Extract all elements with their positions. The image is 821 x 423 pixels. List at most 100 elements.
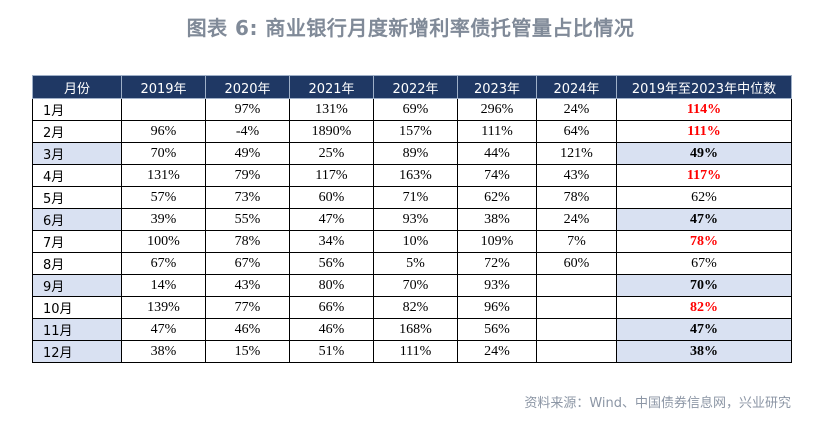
value-cell: 78% [205, 230, 290, 253]
month-cell: 8月 [32, 252, 122, 275]
month-cell: 9月 [32, 274, 122, 297]
header-2024: 2024年 [536, 75, 617, 99]
value-cell: 57% [121, 186, 206, 209]
value-cell: 139% [121, 296, 206, 319]
custody-ratio-table: 月份 2019年 2020年 2021年 2022年 2023年 2024年 2… [32, 75, 792, 363]
table-body: 1月 97% 131% 69% 296% 24% 114% 2月 96% -4% 1890% 157%… [32, 98, 792, 363]
value-cell: 71% [373, 186, 458, 209]
table-row: 2月 96% -4% 1890% 157% 111% 64% 111% [32, 120, 792, 143]
value-cell: 24% [536, 208, 617, 231]
month-cell: 4月 [32, 164, 122, 187]
source-note: 资料来源：Wind、中国债券信息网，兴业研究 [524, 396, 791, 411]
table-row: 3月 70% 49% 25% 89% 44% 121% 49% [32, 142, 792, 165]
table-row: 5月 57% 73% 60% 71% 62% 78% 62% [32, 186, 792, 209]
value-cell: 163% [373, 164, 458, 187]
median-cell: 49% [616, 142, 792, 165]
month-cell: 5月 [32, 186, 122, 209]
value-cell: 72% [457, 252, 537, 275]
value-cell: 60% [536, 252, 617, 275]
header-2022: 2022年 [373, 75, 458, 99]
value-cell: 34% [289, 230, 374, 253]
value-cell [536, 318, 617, 341]
value-cell: 78% [536, 186, 617, 209]
median-cell: 47% [616, 318, 792, 341]
value-cell: 56% [289, 252, 374, 275]
value-cell: 97% [205, 98, 290, 121]
month-cell: 11月 [32, 318, 122, 341]
value-cell: 157% [373, 120, 458, 143]
value-cell: 7% [536, 230, 617, 253]
header-month: 月份 [32, 75, 122, 99]
table-row: 8月 67% 67% 56% 5% 72% 60% 67% [32, 252, 792, 275]
value-cell: 60% [289, 186, 374, 209]
table-row: 10月 139% 77% 66% 82% 96% 82% [32, 296, 792, 319]
value-cell: 73% [205, 186, 290, 209]
month-cell: 12月 [32, 340, 122, 363]
value-cell: 43% [536, 164, 617, 187]
value-cell: 15% [205, 340, 290, 363]
table-row: 12月 38% 15% 51% 111% 24% 38% [32, 340, 792, 363]
value-cell: 38% [457, 208, 537, 231]
value-cell: 93% [373, 208, 458, 231]
median-cell: 62% [616, 186, 792, 209]
value-cell: 74% [457, 164, 537, 187]
value-cell: 131% [121, 164, 206, 187]
value-cell: 168% [373, 318, 458, 341]
median-cell: 117% [616, 164, 792, 187]
value-cell: 39% [121, 208, 206, 231]
header-2020: 2020年 [205, 75, 290, 99]
value-cell [536, 340, 617, 363]
median-cell: 70% [616, 274, 792, 297]
value-cell: 67% [205, 252, 290, 275]
table-header-row: 月份 2019年 2020年 2021年 2022年 2023年 2024年 2… [32, 75, 792, 99]
value-cell: 43% [205, 274, 290, 297]
value-cell: 44% [457, 142, 537, 165]
value-cell: 38% [121, 340, 206, 363]
header-2021: 2021年 [289, 75, 374, 99]
value-cell: 96% [457, 296, 537, 319]
value-cell: 111% [373, 340, 458, 363]
value-cell: 46% [289, 318, 374, 341]
table-row: 9月 14% 43% 80% 70% 93% 70% [32, 274, 792, 297]
table-row: 1月 97% 131% 69% 296% 24% 114% [32, 98, 792, 121]
table-row: 7月 100% 78% 34% 10% 109% 7% 78% [32, 230, 792, 253]
month-cell: 1月 [32, 98, 122, 121]
value-cell [121, 98, 206, 121]
value-cell: 96% [121, 120, 206, 143]
value-cell: 89% [373, 142, 458, 165]
median-cell: 38% [616, 340, 792, 363]
value-cell: 56% [457, 318, 537, 341]
header-2019: 2019年 [121, 75, 206, 99]
chart-title: 图表 6: 商业银行月度新增利率债托管量占比情况 [186, 16, 635, 40]
value-cell: 51% [289, 340, 374, 363]
value-cell: 296% [457, 98, 537, 121]
month-cell: 6月 [32, 208, 122, 231]
value-cell: 66% [289, 296, 374, 319]
value-cell: 70% [121, 142, 206, 165]
value-cell: 49% [205, 142, 290, 165]
month-cell: 7月 [32, 230, 122, 253]
value-cell: 109% [457, 230, 537, 253]
value-cell: 14% [121, 274, 206, 297]
value-cell: 55% [205, 208, 290, 231]
value-cell: 5% [373, 252, 458, 275]
median-cell: 78% [616, 230, 792, 253]
value-cell: 64% [536, 120, 617, 143]
value-cell: 10% [373, 230, 458, 253]
value-cell [536, 274, 617, 297]
value-cell: 25% [289, 142, 374, 165]
value-cell [536, 296, 617, 319]
value-cell: 46% [205, 318, 290, 341]
median-cell: 111% [616, 120, 792, 143]
month-cell: 10月 [32, 296, 122, 319]
month-cell: 2月 [32, 120, 122, 143]
value-cell: 69% [373, 98, 458, 121]
value-cell: 93% [457, 274, 537, 297]
value-cell: 67% [121, 252, 206, 275]
value-cell: 79% [205, 164, 290, 187]
value-cell: 82% [373, 296, 458, 319]
value-cell: 24% [536, 98, 617, 121]
value-cell: 62% [457, 186, 537, 209]
value-cell: 80% [289, 274, 374, 297]
table-row: 11月 47% 46% 46% 168% 56% 47% [32, 318, 792, 341]
